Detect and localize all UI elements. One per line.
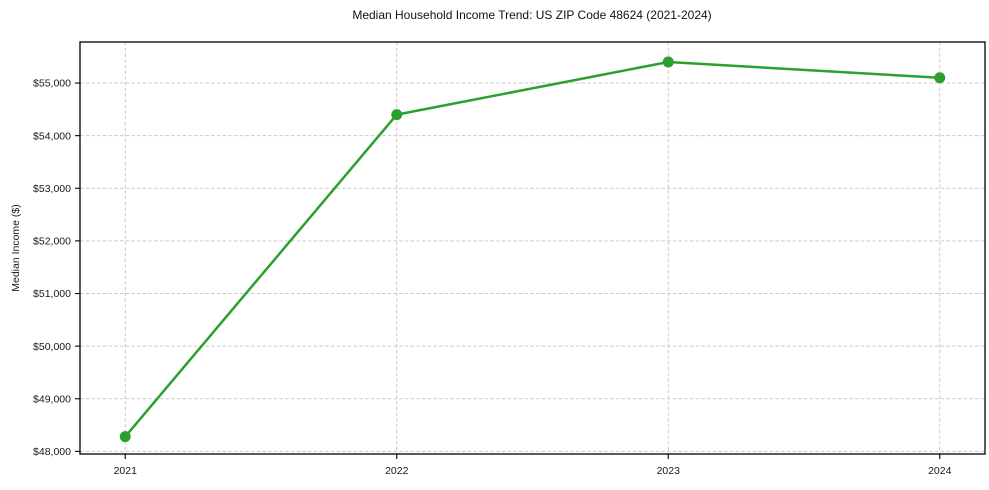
y-tick-label: $50,000: [33, 341, 71, 353]
chart-title: Median Household Income Trend: US ZIP Co…: [352, 8, 712, 22]
y-tick-label: $55,000: [33, 78, 71, 90]
x-tick-label: 2021: [114, 465, 138, 477]
y-tick-label: $51,000: [33, 288, 71, 300]
data-point-marker: [662, 56, 674, 68]
y-tick-label: $54,000: [33, 130, 71, 142]
y-tick-label: $53,000: [33, 183, 71, 195]
x-tick-label: 2024: [928, 465, 952, 477]
x-tick-label: 2023: [657, 465, 681, 477]
data-point-marker: [391, 109, 403, 121]
trend-line: [124, 60, 941, 438]
data-point-marker: [119, 431, 131, 443]
x-tick-label: 2022: [385, 465, 409, 477]
data-point-marker: [934, 72, 946, 84]
y-tick-label: $49,000: [33, 393, 71, 405]
plot-border: [79, 41, 986, 455]
y-tick-label: $48,000: [33, 446, 71, 458]
y-tick-label: $52,000: [33, 236, 71, 248]
